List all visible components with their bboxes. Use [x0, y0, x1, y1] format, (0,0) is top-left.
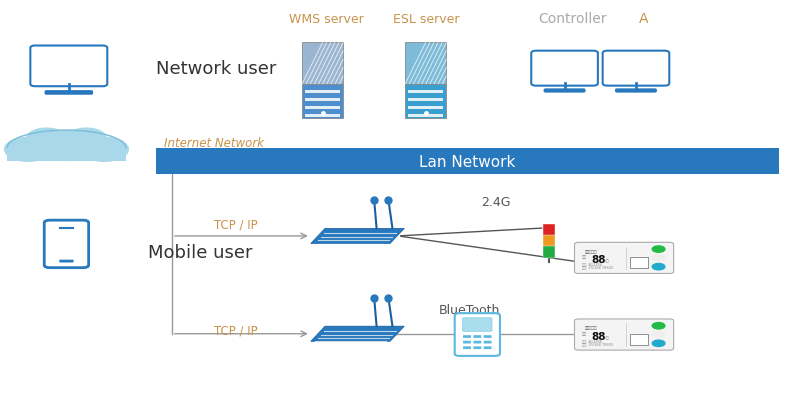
FancyBboxPatch shape — [45, 221, 88, 268]
FancyBboxPatch shape — [405, 43, 447, 85]
Text: 规格: 25/168 78655: 规格: 25/168 78655 — [582, 265, 613, 269]
FancyBboxPatch shape — [30, 47, 107, 87]
Text: 价格: 价格 — [582, 255, 587, 259]
FancyBboxPatch shape — [544, 89, 586, 93]
FancyBboxPatch shape — [484, 346, 492, 349]
FancyBboxPatch shape — [462, 318, 492, 332]
Text: Mobile user: Mobile user — [148, 243, 252, 261]
Circle shape — [652, 255, 665, 261]
Text: 价格水果计: 价格水果计 — [585, 249, 597, 253]
Text: Controller: Controller — [538, 12, 607, 26]
FancyBboxPatch shape — [156, 149, 778, 174]
FancyBboxPatch shape — [474, 346, 482, 349]
FancyBboxPatch shape — [305, 99, 340, 102]
FancyBboxPatch shape — [408, 106, 443, 109]
FancyBboxPatch shape — [630, 334, 648, 345]
Text: Internet Network: Internet Network — [164, 136, 264, 149]
FancyBboxPatch shape — [575, 319, 673, 350]
Text: 价格: 价格 — [582, 331, 587, 335]
FancyBboxPatch shape — [59, 260, 73, 263]
Text: 条码: A12456: 条码: A12456 — [582, 262, 602, 266]
FancyBboxPatch shape — [463, 346, 471, 349]
Text: 88: 88 — [591, 331, 606, 341]
FancyBboxPatch shape — [603, 52, 669, 87]
FancyBboxPatch shape — [463, 341, 471, 344]
FancyBboxPatch shape — [302, 85, 343, 119]
FancyBboxPatch shape — [575, 243, 673, 274]
FancyBboxPatch shape — [408, 114, 443, 117]
Circle shape — [66, 129, 106, 149]
Circle shape — [652, 246, 665, 253]
Circle shape — [652, 323, 665, 329]
Text: WMS server: WMS server — [289, 13, 364, 26]
FancyBboxPatch shape — [531, 52, 598, 87]
FancyBboxPatch shape — [408, 91, 443, 94]
Circle shape — [652, 264, 665, 270]
FancyBboxPatch shape — [463, 335, 471, 338]
Circle shape — [652, 332, 665, 338]
Text: BlueTooth: BlueTooth — [439, 304, 500, 316]
Text: ESL server: ESL server — [392, 13, 459, 26]
Text: 价格水果计: 价格水果计 — [585, 326, 597, 330]
FancyBboxPatch shape — [305, 106, 340, 109]
Polygon shape — [310, 229, 404, 244]
Text: TCP / IP: TCP / IP — [213, 324, 257, 336]
FancyBboxPatch shape — [45, 91, 93, 95]
Text: 条码: A12456: 条码: A12456 — [582, 338, 602, 342]
Circle shape — [37, 131, 96, 161]
FancyBboxPatch shape — [405, 85, 447, 119]
FancyBboxPatch shape — [305, 114, 340, 117]
Text: A: A — [639, 12, 649, 26]
FancyBboxPatch shape — [7, 146, 126, 162]
Text: /件: /件 — [606, 334, 609, 338]
FancyBboxPatch shape — [455, 314, 500, 356]
Text: 88: 88 — [591, 255, 606, 264]
FancyBboxPatch shape — [474, 341, 482, 344]
FancyBboxPatch shape — [630, 257, 648, 269]
FancyBboxPatch shape — [408, 99, 443, 102]
FancyBboxPatch shape — [484, 335, 492, 338]
Circle shape — [80, 138, 128, 162]
FancyBboxPatch shape — [615, 89, 657, 93]
FancyBboxPatch shape — [484, 341, 492, 344]
Text: 2.4G: 2.4G — [482, 196, 511, 209]
Circle shape — [5, 138, 53, 162]
Text: /件: /件 — [606, 257, 609, 261]
Text: 规格: 25/168 78655: 规格: 25/168 78655 — [582, 342, 613, 345]
FancyBboxPatch shape — [302, 43, 343, 85]
Text: TCP / IP: TCP / IP — [213, 218, 257, 231]
FancyBboxPatch shape — [305, 91, 340, 94]
FancyBboxPatch shape — [474, 335, 482, 338]
Text: Lan Network: Lan Network — [419, 154, 516, 169]
Polygon shape — [310, 326, 404, 342]
Circle shape — [652, 340, 665, 346]
Circle shape — [27, 129, 66, 149]
Text: Network user: Network user — [156, 60, 276, 78]
